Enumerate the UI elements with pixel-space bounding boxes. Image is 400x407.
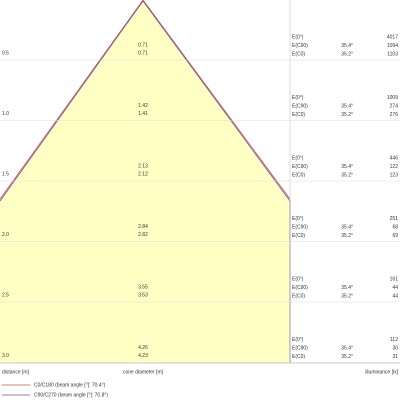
- distance-label: 1.5: [2, 171, 9, 177]
- half-angle: 35.4°: [341, 43, 353, 49]
- diameter-axis: cone diameter [m]: [123, 369, 164, 375]
- diameter-label: 2.13: [138, 163, 148, 169]
- illuminance-label: E(C0): [292, 172, 305, 178]
- diameter-label: 0.71: [138, 50, 148, 56]
- illuminance-label: E(0°): [292, 276, 304, 282]
- diameter-label: 4.26: [138, 345, 148, 351]
- half-angle: 35.4°: [341, 164, 353, 170]
- illuminance-label: E(C0): [292, 112, 305, 118]
- illuminance-value: 123: [390, 172, 399, 178]
- diameter-label: 0.71: [138, 42, 148, 48]
- illuminance-label: E(C90): [292, 285, 308, 291]
- illuminance-label: E(0°): [292, 216, 304, 222]
- diameter-label: 1.42: [138, 103, 148, 109]
- illuminance-value: 122: [390, 164, 399, 170]
- illuminance-value: 274: [390, 103, 399, 109]
- illuminance-label: E(C90): [292, 224, 308, 230]
- distance-axis: distance [m]: [2, 369, 30, 375]
- illuminance-value: 69: [392, 233, 398, 239]
- illuminance-label: E(C90): [292, 43, 308, 49]
- half-angle: 35.4°: [341, 285, 353, 291]
- diameter-label: 2.12: [138, 171, 148, 177]
- illuminance-label: E(0°): [292, 155, 304, 161]
- half-angle: 35.2°: [341, 112, 353, 118]
- illuminance-label: E(C0): [292, 51, 305, 57]
- half-angle: 35.2°: [341, 51, 353, 57]
- illuminance-label: E(0°): [292, 337, 304, 343]
- illuminance-label: E(0°): [292, 34, 304, 40]
- half-angle: 35.2°: [341, 172, 353, 178]
- half-angle: 35.4°: [341, 224, 353, 230]
- illuminance-value: 4017: [387, 34, 398, 40]
- legend-entry: C0/C180 (beam angle [°]: 70.4°): [34, 382, 106, 388]
- illuminance-value: 1094: [387, 43, 398, 49]
- illuminance-axis: illuminance [lx]: [365, 369, 398, 375]
- illuminance-label: E(C90): [292, 345, 308, 351]
- diameter-label: 2.84: [138, 224, 148, 230]
- illuminance-value: 44: [392, 285, 398, 291]
- illuminance-value: 1009: [387, 95, 398, 101]
- diameter-label: 1.41: [138, 111, 148, 117]
- illuminance-label: E(0°): [292, 95, 304, 101]
- distance-label: 0.5: [2, 50, 9, 56]
- illuminance-label: E(C0): [292, 233, 305, 239]
- illuminance-value: 44: [392, 293, 398, 299]
- diameter-label: 3.53: [138, 292, 148, 298]
- distance-label: 2.5: [2, 292, 9, 298]
- diameter-label: 3.55: [138, 284, 148, 290]
- illuminance-value: 251: [390, 216, 399, 222]
- diameter-label: 4.23: [138, 353, 148, 359]
- illuminance-value: 161: [390, 276, 399, 282]
- distance-label: 2.0: [2, 232, 9, 238]
- illuminance-value: 446: [390, 155, 399, 161]
- illuminance-value: 112: [390, 337, 398, 343]
- illuminance-value: 30: [392, 345, 398, 351]
- illuminance-value: 276: [390, 112, 399, 118]
- half-angle: 35.4°: [341, 345, 353, 351]
- half-angle: 35.2°: [341, 233, 353, 239]
- legend-entry: C90/C270 (beam angle [°]: 70.8°): [34, 392, 108, 398]
- diameter-label: 2.82: [138, 232, 148, 238]
- illuminance-value: 68: [392, 224, 398, 230]
- half-angle: 35.4°: [341, 103, 353, 109]
- illuminance-label: E(C90): [292, 103, 308, 109]
- illuminance-label: E(C90): [292, 164, 308, 170]
- illuminance-label: E(C0): [292, 293, 305, 299]
- distance-label: 1.0: [2, 111, 9, 117]
- illuminance-label: E(C0): [292, 354, 305, 360]
- illuminance-value: 31: [392, 354, 398, 360]
- cone-c0: [0, 0, 291, 200]
- distance-label: 3.0: [2, 353, 9, 359]
- half-angle: 35.2°: [341, 354, 353, 360]
- illuminance-value: 1103: [387, 51, 398, 57]
- half-angle: 35.2°: [341, 293, 353, 299]
- cone-fill: [0, 0, 290, 363]
